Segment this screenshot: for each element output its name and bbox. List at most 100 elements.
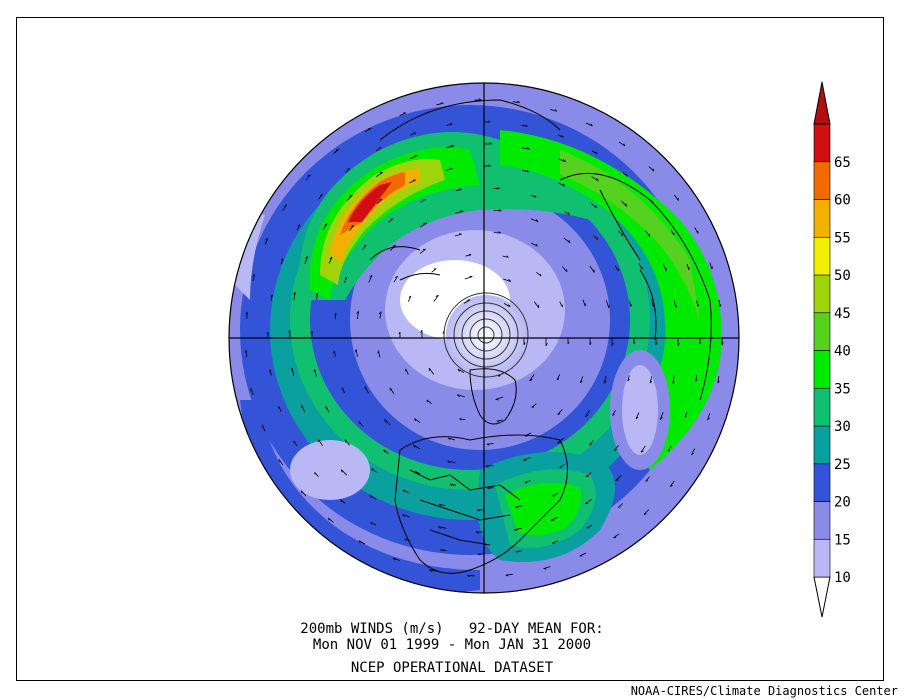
wind-arrow (493, 209, 502, 212)
wind-arrow (293, 440, 298, 447)
wind-arrow (627, 375, 630, 382)
wind-arrow (522, 169, 530, 173)
wind-arrow (344, 168, 351, 173)
wind-arrow (448, 437, 456, 441)
colorbar-swatch-10 (813, 538, 831, 578)
wind-arrow (644, 229, 651, 238)
wind-arrow (531, 242, 538, 247)
wind-arrow (673, 300, 677, 309)
colorbar-label-20: 20 (834, 495, 851, 511)
wind-speed-field (229, 83, 739, 593)
wind-arrow (648, 166, 655, 172)
wind-arrow (375, 147, 382, 152)
wind-arrow (282, 204, 287, 212)
wind-arrow (419, 222, 428, 228)
wind-arrow (695, 375, 698, 382)
wind-arrow (322, 223, 328, 231)
wind-arrow (404, 538, 411, 542)
wind-arrow (449, 483, 456, 486)
wind-arrow (340, 499, 346, 504)
wind-arrow (591, 150, 598, 155)
wind-arrow (419, 199, 426, 203)
wind-arrow (557, 437, 565, 444)
wind-arrow (364, 386, 370, 394)
wind-arrow (341, 387, 345, 394)
wind-arrow (368, 274, 373, 283)
wind-arrow (651, 299, 655, 307)
wind-arrow (459, 418, 466, 421)
wind-arrow (426, 399, 432, 405)
colorbar-swatch-40 (813, 312, 831, 351)
wind-arrow (620, 200, 628, 207)
wind-arrow (579, 552, 587, 557)
wind-arrow (438, 526, 447, 529)
wind-arrow (409, 179, 416, 184)
wind-arrow (524, 480, 531, 484)
wind-arrow (314, 471, 319, 478)
wind-arrow (524, 432, 532, 437)
wind-arrow (438, 503, 446, 507)
wind-arrow (503, 303, 511, 308)
colorbar-label-10: 10 (834, 570, 851, 586)
wind-arrow (278, 406, 282, 413)
wind-arrow (582, 299, 587, 307)
wind-arrow (346, 194, 353, 202)
wind-arrow (559, 301, 563, 308)
wind-arrow (301, 404, 306, 413)
wind-arrow (440, 549, 447, 552)
wind-arrow (266, 331, 269, 338)
wind-arrow (513, 527, 522, 531)
wind-arrow (655, 338, 658, 346)
colorbar-swatch-35 (813, 350, 831, 389)
colorbar-label-50: 50 (834, 268, 851, 284)
wind-arrow (567, 338, 570, 345)
wind-arrow (457, 368, 465, 373)
wind-arrow (589, 338, 592, 346)
wind-arrow (447, 460, 456, 464)
wind-arrow (691, 448, 696, 456)
wind-arrow (550, 109, 558, 112)
wind-arrow (393, 275, 398, 283)
wind-arrow (264, 237, 269, 245)
wind-arrow (611, 338, 614, 347)
wind-arrow (622, 172, 628, 177)
wind-arrow (593, 235, 598, 240)
wind-arrow (429, 569, 437, 572)
wind-arrow (543, 566, 551, 570)
wind-arrow (446, 123, 453, 126)
caption-line-1: 200mb WINDS (m/s) 92-DAY MEAN FOR: (300, 621, 604, 637)
wind-arrow (358, 540, 366, 545)
wind-arrow (512, 100, 520, 103)
wind-arrow (696, 300, 699, 307)
wind-arrow (603, 375, 607, 384)
wind-arrow (354, 349, 358, 358)
wind-vectors (244, 98, 724, 578)
wind-arrow (334, 312, 337, 320)
wind-arrow (484, 120, 491, 123)
wind-arrow (562, 266, 568, 273)
wind-arrow (721, 338, 724, 346)
wind-arrow (436, 102, 444, 106)
wind-arrow (333, 148, 340, 154)
wind-arrow (476, 509, 484, 512)
wind-arrow (612, 410, 616, 416)
wind-arrow (455, 188, 462, 192)
wind-arrow (362, 244, 367, 251)
wind-arrow (530, 194, 537, 198)
wind-arrow (505, 573, 513, 577)
wind-arrow (718, 299, 722, 307)
wind-arrow (493, 187, 500, 190)
wind-arrow (327, 517, 334, 523)
wind-arrow (250, 388, 254, 396)
wind-arrow (261, 424, 266, 432)
wind-arrow (559, 464, 565, 469)
wind-arrow (485, 465, 494, 468)
colorbar-label-55: 55 (834, 230, 851, 246)
wind-arrow (389, 244, 396, 252)
wind-arrow (370, 521, 377, 526)
wind-arrow (529, 374, 535, 382)
wind-arrow (369, 494, 377, 500)
wind-arrow (409, 132, 416, 136)
wind-arrow (475, 531, 484, 534)
wind-arrow (409, 155, 418, 160)
